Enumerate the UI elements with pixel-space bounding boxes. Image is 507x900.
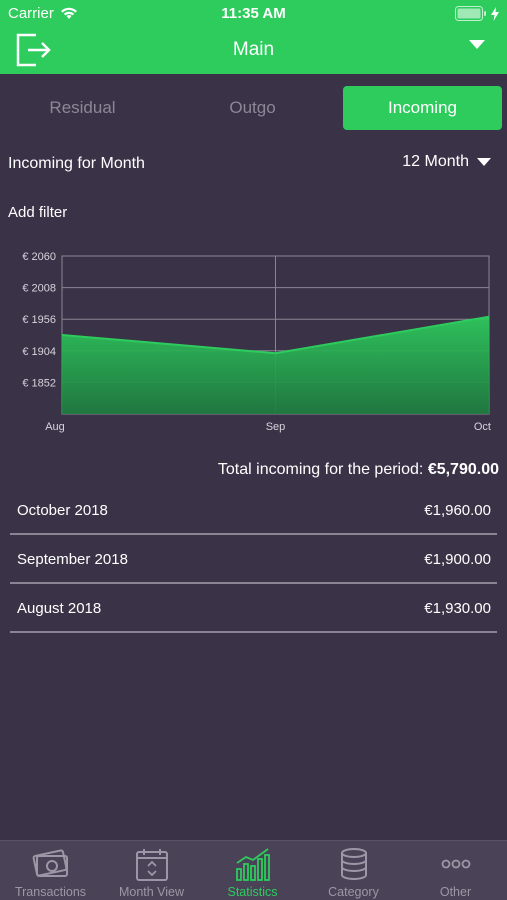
total-label: Total incoming for the period: [217,461,424,478]
battery-icon [455,6,486,21]
tab-label: Month View [118,885,185,899]
nav-title: Main [232,39,275,60]
tab-month-view[interactable]: Month View [101,841,202,900]
tab-statistics[interactable]: Statistics [202,841,303,900]
tab-category[interactable]: Category [303,841,404,900]
tab-other[interactable]: Other [405,841,506,900]
status-bar: Carrier 11:35 AM [0,0,507,28]
status-carrier: Carrier [8,5,78,22]
row-label: September 2018 [17,551,128,568]
dropdown-caret-icon[interactable] [469,40,485,50]
row-label: October 2018 [17,502,108,519]
y-tick-label: € 1956 [22,314,56,326]
y-tick-label: € 1904 [22,346,56,358]
y-tick-label: € 2008 [22,283,56,295]
more-icon [441,859,471,869]
row-value: €1,930.00 [424,600,491,617]
tab-bar: Transactions Month View Statistics Categ… [0,840,507,900]
total-line: Total incoming for the period: €5,790.00 [218,461,499,479]
list-item[interactable]: August 2018 €1,930.00 [10,584,497,633]
money-icon [32,849,68,877]
tab-label: Statistics [227,885,278,899]
tab-label: Category [328,885,379,899]
database-icon [341,848,367,880]
row-value: €1,900.00 [424,551,491,568]
tab-label: Other [439,885,472,899]
battery-indicator [455,6,499,21]
list-item[interactable]: October 2018 €1,960.00 [10,486,497,535]
x-tick-label: Aug [45,421,65,433]
period-label: Incoming for Month [8,155,145,172]
nav-bar: Main [0,28,507,74]
incoming-chart: € 2060 € 2008 € 1956 € 1904 € 1852 Aug Sep Oct [22,251,491,433]
segment-incoming[interactable]: Incoming [343,86,502,130]
carrier-label: Carrier [8,5,54,22]
chart-icon [236,848,270,881]
logout-icon[interactable] [16,33,52,67]
period-dropdown[interactable]: 12 Month [402,153,491,171]
calendar-icon [136,849,168,881]
status-time: 11:35 AM [221,5,286,22]
row-value: €1,960.00 [424,502,491,519]
wifi-icon [60,7,77,19]
x-tick-label: Sep [266,421,286,433]
y-tick-label: € 1852 [22,377,56,389]
x-tick-label: Oct [474,421,491,433]
period-selected-value: 12 Month [402,153,469,170]
segment-residual[interactable]: Residual [49,98,116,117]
total-value: €5,790.00 [427,461,499,478]
y-tick-label: € 2060 [22,251,56,263]
tab-transactions[interactable]: Transactions [0,841,101,900]
list-item[interactable]: September 2018 €1,900.00 [10,535,497,584]
row-label: August 2018 [17,600,102,617]
add-filter-button[interactable]: Add filter [8,204,68,221]
series-area [62,316,489,414]
tab-label: Transactions [14,885,87,899]
month-list: October 2018 €1,960.00 September 2018 €1… [10,486,497,633]
charging-icon [491,6,499,21]
segment-outgo[interactable]: Outgo [229,98,276,117]
segmented-control: Residual Outgo Incoming [0,82,507,134]
chevron-down-icon [477,158,491,166]
